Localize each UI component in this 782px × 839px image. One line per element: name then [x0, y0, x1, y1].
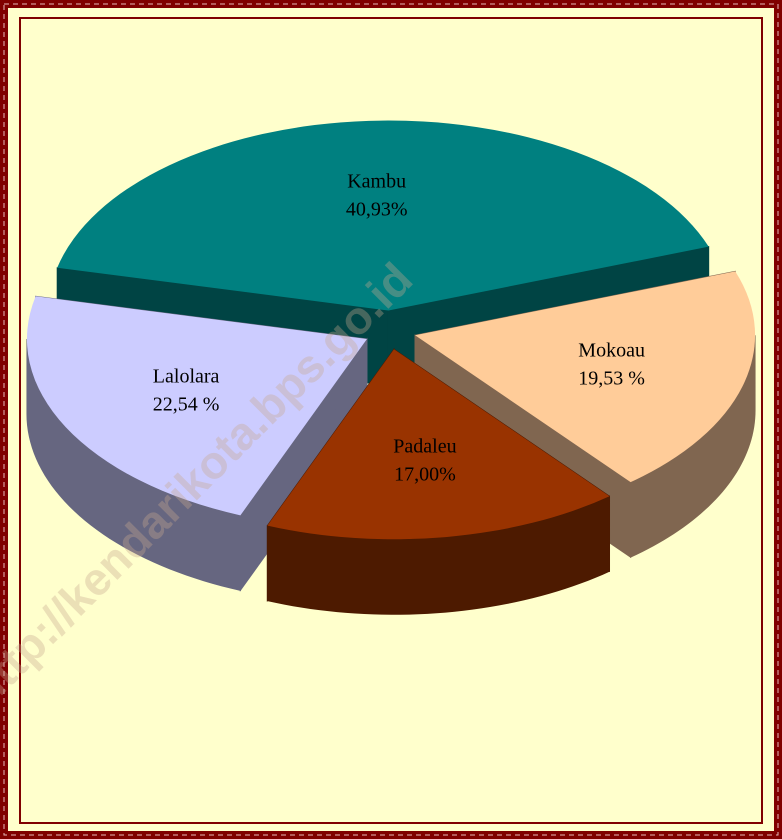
slice-value-label: 22,54 % [153, 393, 220, 415]
slice [57, 120, 709, 311]
inner-border [19, 17, 763, 824]
slice [26, 296, 367, 516]
slice-label: Mokoau [578, 339, 645, 361]
frame-dash [3, 3, 779, 836]
slice-value-label: 19,53 % [578, 367, 645, 389]
slice-label: Lalolara [153, 365, 220, 387]
pie: Kambu 40,93% Mokoau 19,53 % Padaleu 17,00% Lal… [26, 120, 756, 615]
slice-label: Kambu [347, 170, 406, 192]
slice-value-label: 17,00% [394, 464, 456, 486]
slice [415, 271, 756, 483]
slice-value-label: 40,93% [346, 198, 408, 220]
slice [267, 349, 610, 540]
slice-label: Padaleu [393, 436, 456, 458]
